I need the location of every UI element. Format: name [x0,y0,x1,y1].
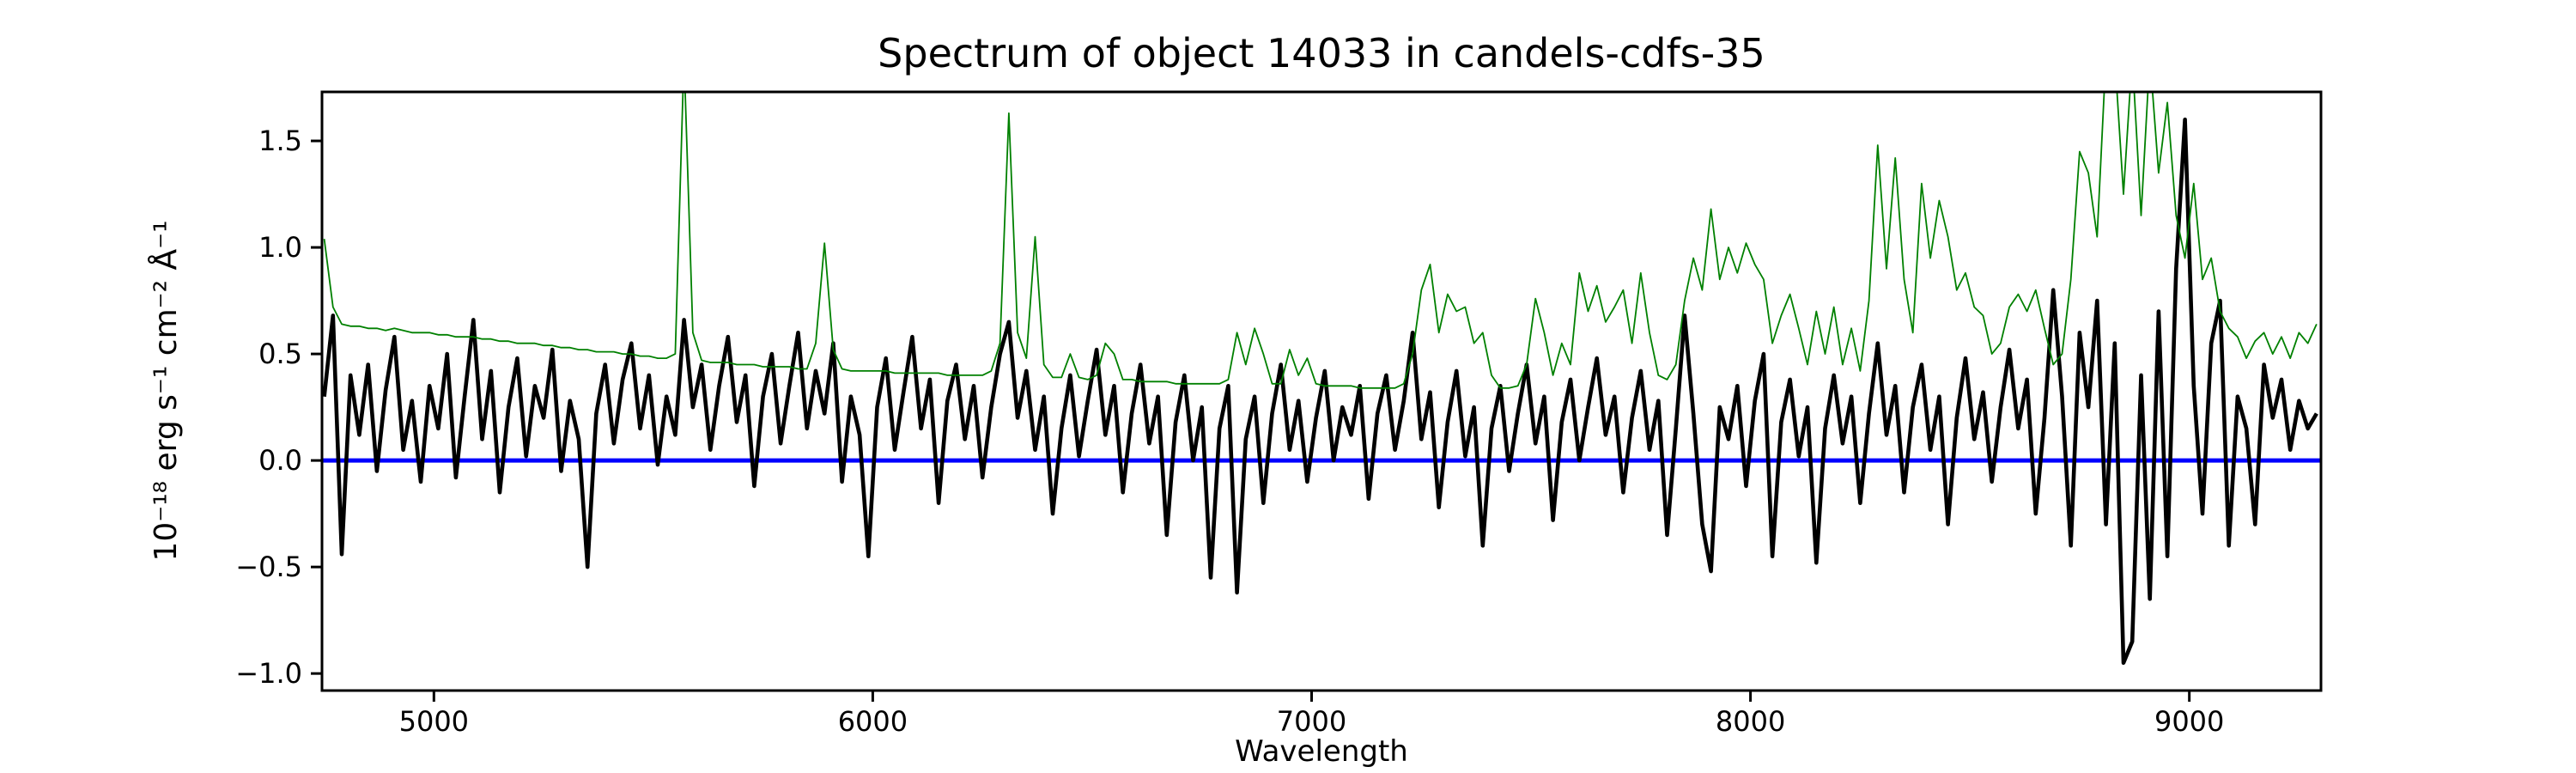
x-axis-label: Wavelength [1235,734,1408,769]
y-tick-label: 0.5 [258,338,302,370]
y-tick-label: 1.0 [258,231,302,264]
noise-spectrum-line [323,92,2318,389]
flux-spectrum-line [322,117,2318,666]
x-tick-label: 5000 [399,705,469,738]
x-tick-label: 7000 [1277,705,1346,738]
y-tick-label: 1.5 [258,125,302,157]
x-tick-label: 6000 [838,705,908,738]
y-tick-label: −0.5 [235,551,302,583]
y-tick-label: 0.0 [258,444,302,477]
ticks-group: 5000 6000 7000 8000 9000 1.5 1.0 0.5 0.0 −0.5 −1.0 [235,125,2224,738]
y-tick-label: −1.0 [235,657,302,690]
x-tick-label: 8000 [1716,705,1785,738]
chart-title: Spectrum of object 14033 in candels-cdfs… [878,30,1765,76]
series-group [322,92,2321,666]
axes-frame [320,90,2323,692]
x-tick-label: 9000 [2154,705,2224,738]
y-axis-label: 10⁻¹⁸ erg s⁻¹ cm⁻² Å⁻¹ [147,220,184,561]
